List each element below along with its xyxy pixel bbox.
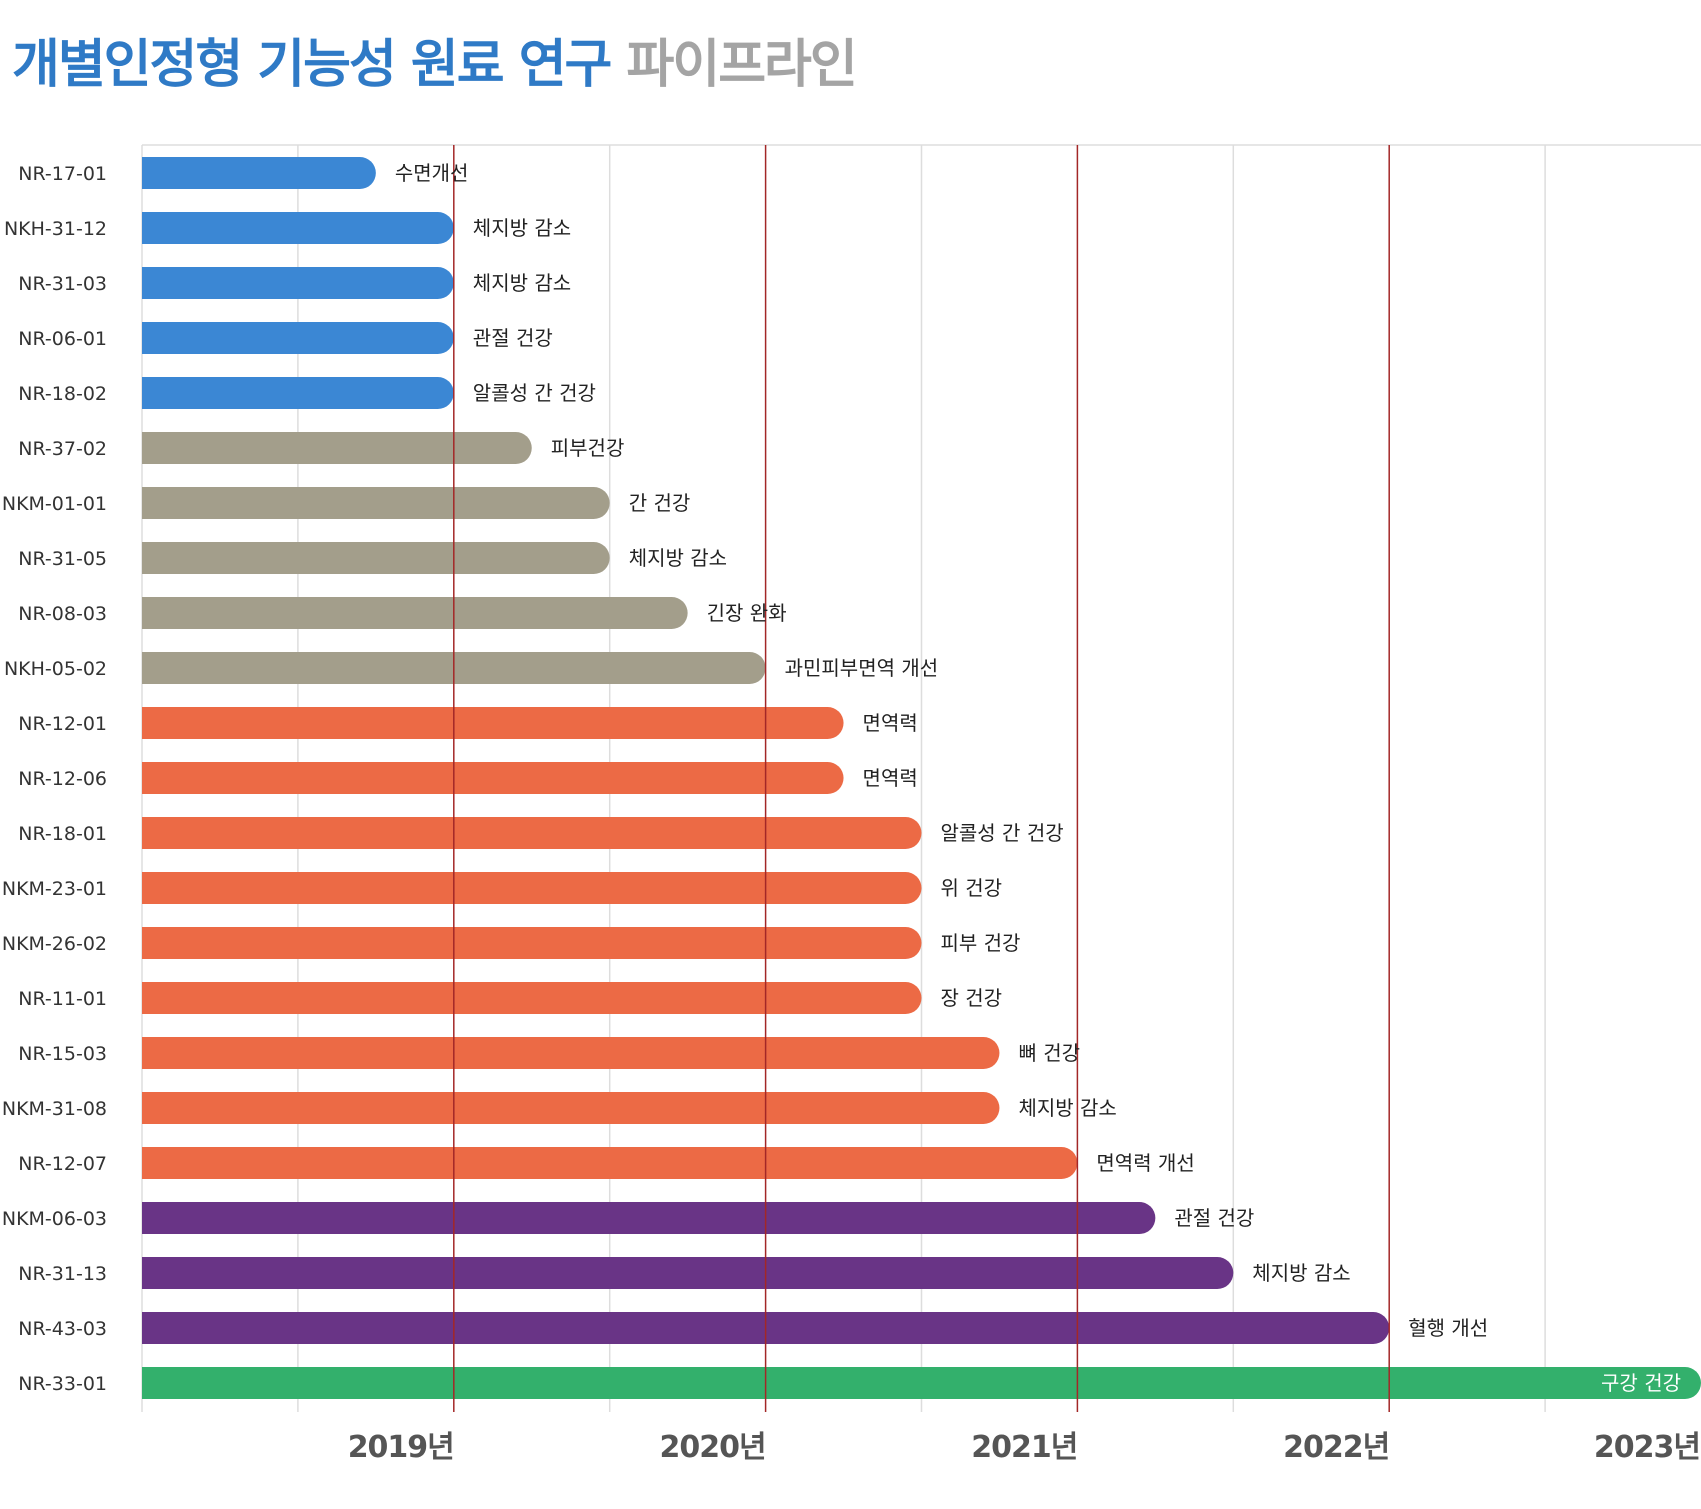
row-label: NKM-01-01: [2, 493, 107, 515]
bar-label: 구강 건강: [1601, 1371, 1681, 1395]
bar: [142, 542, 610, 574]
bar-label: 피부건강: [551, 436, 625, 460]
bar: [142, 1367, 1701, 1399]
bar-label: 면역력 개선: [1096, 1151, 1194, 1175]
bar: [142, 1257, 1234, 1289]
bar: [142, 762, 844, 794]
row-label: NR-15-03: [18, 1043, 107, 1065]
bar-label: 관절 건강: [473, 326, 553, 350]
row-label: NKM-31-08: [2, 1098, 107, 1120]
bar-label: 면역력: [863, 711, 918, 735]
bar-label: 면역력: [863, 766, 918, 790]
bar: [142, 927, 922, 959]
bar-label: 체지방 감소: [473, 271, 571, 295]
bar: [142, 817, 922, 849]
row-label: NR-31-05: [18, 548, 107, 570]
bar: [142, 707, 844, 739]
bar-label: 피부 건강: [941, 931, 1021, 955]
x-tick-label: 2023년: [1594, 1430, 1700, 1465]
bar: [142, 267, 454, 299]
x-tick-label: 2019년: [348, 1430, 454, 1465]
bar: [142, 982, 922, 1014]
bar-label: 체지방 감소: [1252, 1261, 1350, 1285]
bar-label: 위 건강: [941, 876, 1003, 900]
bar-label: 장 건강: [941, 986, 1003, 1010]
bar: [142, 1202, 1156, 1234]
row-label: NR-18-02: [18, 383, 107, 405]
row-label: NR-17-01: [18, 163, 107, 185]
row-label: NR-11-01: [18, 988, 107, 1010]
chart-title: 개별인정형 기능성 원료 연구 파이프라인: [12, 30, 858, 100]
row-label: NKH-31-12: [4, 218, 107, 240]
bar-label: 긴장 완화: [707, 601, 787, 625]
row-label: NR-18-01: [18, 823, 107, 845]
bar: [142, 432, 532, 464]
x-tick-label: 2022년: [1283, 1430, 1389, 1465]
bar: [142, 377, 454, 409]
row-label: NR-08-03: [18, 603, 107, 625]
bar: [142, 212, 454, 244]
bar: [142, 1147, 1078, 1179]
x-tick-label: 2021년: [971, 1430, 1077, 1465]
bar-label: 수면개선: [395, 161, 469, 185]
row-label: NKM-26-02: [2, 933, 107, 955]
row-label: NKM-06-03: [2, 1208, 107, 1230]
chart-title-main: 개별인정형 기능성 원료 연구: [12, 35, 612, 95]
x-tick-label: 2020년: [659, 1430, 765, 1465]
bar-label: 과민피부면역 개선: [785, 656, 939, 680]
row-label: NKM-23-01: [2, 878, 107, 900]
x-axis-ticks: 2019년 2020년 2021년 2022년 2023년: [348, 1430, 1701, 1465]
bar-label: 알콜성 간 건강: [473, 381, 596, 405]
bar: [142, 1037, 1000, 1069]
row-label: NR-12-07: [18, 1153, 107, 1175]
bar: [142, 157, 376, 189]
bar-label: 혈행 개선: [1408, 1316, 1488, 1340]
bar-label: 간 건강: [629, 491, 691, 515]
bar: [142, 872, 922, 904]
row-label: NR-06-01: [18, 328, 107, 350]
bar-layer: [142, 157, 1701, 1399]
row-label: NR-37-02: [18, 438, 107, 460]
bar: [142, 1092, 1000, 1124]
row-label: NR-43-03: [18, 1318, 107, 1340]
bar-label: 뼈 건강: [1018, 1041, 1080, 1065]
bar: [142, 322, 454, 354]
row-label: NKH-05-02: [4, 658, 107, 680]
year-line-layer: [453, 145, 1390, 1412]
bar-label: 관절 건강: [1174, 1206, 1254, 1230]
row-label: NR-12-01: [18, 713, 107, 735]
row-label: NR-33-01: [18, 1373, 107, 1395]
bar-label: 체지방 감소: [473, 216, 571, 240]
bar-label: 체지방 감소: [629, 546, 727, 570]
chart-title-sub: 파이프라인: [626, 35, 858, 95]
row-label: NR-12-06: [18, 768, 107, 790]
bar-label: 알콜성 간 건강: [941, 821, 1064, 845]
label-layer: NR-17-01 수면개선 NKH-31-12 체지방 감소 NR-31-03 체지방 감…: [2, 161, 1681, 1395]
bar-label: 체지방 감소: [1018, 1096, 1116, 1120]
row-label: NR-31-13: [18, 1263, 107, 1285]
bar: [142, 597, 688, 629]
bar: [142, 487, 610, 519]
row-label: NR-31-03: [18, 273, 107, 295]
